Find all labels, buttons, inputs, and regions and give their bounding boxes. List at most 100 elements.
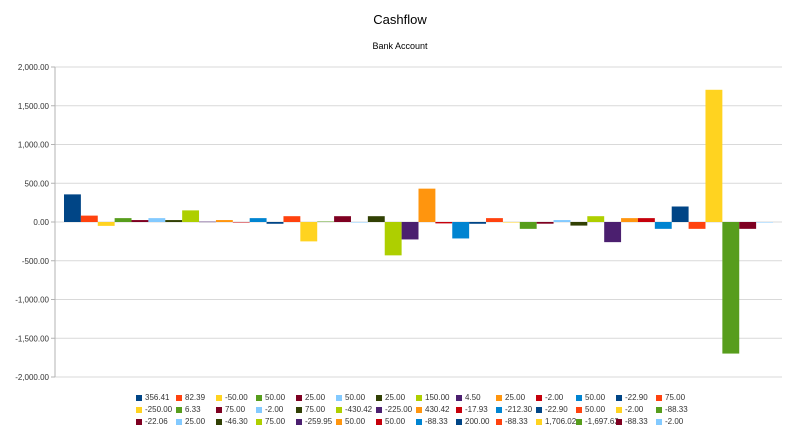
bar [182, 210, 200, 222]
legend-swatch [496, 394, 502, 401]
legend-label: 1,706.02 [545, 417, 577, 426]
bar [350, 222, 368, 223]
legend-label: 6.33 [185, 405, 201, 414]
legend-item: -2.00 [616, 404, 656, 415]
y-tick-label: 1,000.00 [18, 141, 50, 150]
legend-label: 75.00 [225, 405, 246, 414]
legend-swatch [616, 406, 622, 413]
y-tick-label: 0.00 [33, 218, 49, 227]
legend-label: 50.00 [265, 393, 286, 402]
legend-label: -250.00 [145, 405, 173, 414]
legend-swatch [216, 394, 222, 401]
legend-label: 50.00 [385, 417, 406, 426]
legend-swatch [416, 406, 422, 413]
legend-label: 4.50 [465, 393, 481, 402]
legend-item: -22.06 [136, 416, 176, 427]
legend-swatch [376, 418, 382, 425]
chart-subtitle: Bank Account [372, 41, 428, 51]
legend-label: 75.00 [305, 405, 326, 414]
y-tick-label: -1,500.00 [15, 334, 49, 343]
legend-swatch [616, 394, 622, 401]
legend-label: -2.00 [625, 405, 644, 414]
legend-label: -22.90 [545, 405, 568, 414]
bar [384, 222, 402, 256]
bar [232, 222, 250, 223]
legend-label: -22.90 [625, 393, 648, 402]
legend-swatch [216, 406, 222, 413]
legend-swatch [176, 394, 182, 401]
legend-swatch [136, 406, 142, 413]
legend-swatch [216, 418, 222, 425]
legend-label: -88.33 [425, 417, 448, 426]
legend-item: 50.00 [336, 392, 376, 403]
bar [199, 221, 216, 223]
legend-swatch [496, 406, 502, 413]
legend-item: 200.00 [456, 416, 496, 427]
legend-label: 50.00 [345, 417, 366, 426]
legend-item: 75.00 [656, 392, 696, 403]
legend-item: -430.42 [336, 404, 376, 415]
y-tick-label: 2,000.00 [18, 63, 50, 72]
legend-label: -2.00 [545, 393, 564, 402]
bar [418, 188, 436, 222]
bar [97, 222, 115, 226]
chart-title: Cashflow [373, 12, 427, 27]
bar [114, 218, 132, 222]
legend-swatch [656, 418, 662, 425]
legend-label: 50.00 [585, 405, 606, 414]
legend-item: -259.95 [296, 416, 336, 427]
legend-label: -50.00 [225, 393, 248, 402]
legend-item: -22.90 [616, 392, 656, 403]
legend-item: 1,706.02 [536, 416, 576, 427]
legend-item: -46.30 [216, 416, 256, 427]
legend-label: 82.39 [185, 393, 206, 402]
bar [401, 222, 419, 240]
legend-label: 75.00 [265, 417, 286, 426]
legend-label: -88.33 [505, 417, 528, 426]
bar [688, 222, 706, 229]
legend-swatch [376, 394, 382, 401]
legend-label: 200.00 [465, 417, 490, 426]
legend-item: 50.00 [576, 404, 616, 415]
bar [502, 222, 520, 223]
legend-item: 50.00 [336, 416, 376, 427]
legend-label: 50.00 [345, 393, 366, 402]
legend-label: -225.00 [385, 405, 413, 414]
legend-swatch [456, 418, 462, 425]
legend-swatch [296, 394, 302, 401]
legend-label: 150.00 [425, 393, 450, 402]
legend-item: -2.00 [536, 392, 576, 403]
bar [637, 218, 655, 222]
legend-item: -212.30 [496, 404, 536, 415]
bar [621, 218, 638, 222]
legend-swatch [256, 394, 262, 401]
legend-item: 50.00 [576, 392, 616, 403]
bar [435, 222, 453, 224]
legend-swatch [256, 418, 262, 425]
legend-label: 356.41 [145, 393, 170, 402]
legend-item: 82.39 [176, 392, 216, 403]
legend-swatch [336, 418, 342, 425]
bar [215, 220, 233, 222]
legend-label: 25.00 [385, 393, 406, 402]
bar [452, 222, 470, 239]
bar [570, 222, 588, 226]
bar [722, 222, 740, 354]
legend-swatch [496, 418, 502, 425]
legend-item: 6.33 [176, 404, 216, 415]
legend-item: -88.33 [496, 416, 536, 427]
bar [671, 206, 689, 222]
legend-label: -17.93 [465, 405, 488, 414]
legend-label: -22.06 [145, 417, 168, 426]
legend-label: 25.00 [505, 393, 526, 402]
legend-swatch [336, 394, 342, 401]
legend-item: -2.00 [656, 416, 696, 427]
legend-label: 25.00 [185, 417, 206, 426]
legend-swatch [656, 406, 662, 413]
legend-label: 75.00 [665, 393, 686, 402]
legend: 356.41 82.39 -50.00 50.00 25.00 50.00 25.00 150… [136, 392, 696, 427]
legend-swatch [376, 406, 382, 413]
legend-swatch [576, 406, 582, 413]
legend-item: 75.00 [296, 404, 336, 415]
legend-label: -88.33 [625, 417, 648, 426]
